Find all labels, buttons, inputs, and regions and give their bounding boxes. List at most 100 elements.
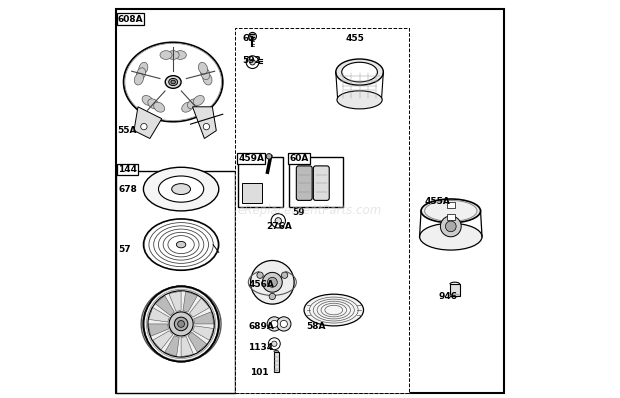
- Text: 608A: 608A: [118, 15, 143, 23]
- Polygon shape: [190, 298, 210, 317]
- Ellipse shape: [337, 91, 382, 109]
- Bar: [289, 157, 342, 207]
- Text: 57: 57: [118, 245, 131, 254]
- Circle shape: [280, 320, 288, 328]
- Ellipse shape: [304, 294, 363, 326]
- Circle shape: [445, 221, 456, 232]
- Text: 459A: 459A: [238, 154, 264, 163]
- Ellipse shape: [167, 51, 179, 59]
- Ellipse shape: [139, 62, 148, 74]
- Polygon shape: [183, 291, 198, 312]
- Ellipse shape: [174, 51, 187, 59]
- Ellipse shape: [201, 68, 210, 80]
- Circle shape: [268, 338, 280, 350]
- Circle shape: [178, 320, 185, 327]
- Ellipse shape: [420, 223, 482, 250]
- Circle shape: [143, 286, 219, 362]
- Text: 456A: 456A: [249, 280, 275, 289]
- Bar: [242, 183, 262, 203]
- Ellipse shape: [171, 80, 175, 84]
- Polygon shape: [153, 331, 173, 350]
- Ellipse shape: [136, 68, 146, 80]
- Ellipse shape: [125, 43, 221, 121]
- Text: 1134: 1134: [249, 343, 273, 351]
- Bar: [238, 157, 283, 207]
- Ellipse shape: [166, 76, 181, 88]
- Circle shape: [257, 272, 264, 278]
- Ellipse shape: [159, 176, 204, 202]
- Ellipse shape: [177, 242, 186, 248]
- Text: 59: 59: [292, 208, 305, 217]
- Text: 455A: 455A: [425, 197, 451, 206]
- Ellipse shape: [135, 73, 143, 85]
- Text: 592: 592: [242, 56, 260, 65]
- Circle shape: [271, 214, 285, 228]
- Circle shape: [271, 320, 278, 328]
- Circle shape: [266, 154, 272, 159]
- Bar: [447, 214, 454, 220]
- Ellipse shape: [193, 96, 204, 105]
- Polygon shape: [192, 107, 216, 139]
- Circle shape: [277, 317, 291, 331]
- Circle shape: [267, 317, 281, 331]
- Circle shape: [146, 289, 216, 359]
- Ellipse shape: [123, 42, 223, 122]
- Circle shape: [174, 317, 188, 331]
- Bar: [116, 171, 234, 393]
- Polygon shape: [134, 107, 162, 139]
- Ellipse shape: [198, 62, 208, 74]
- Polygon shape: [193, 312, 214, 324]
- Circle shape: [246, 56, 259, 68]
- Circle shape: [250, 59, 255, 65]
- Ellipse shape: [425, 201, 477, 221]
- Text: 60A: 60A: [290, 154, 309, 163]
- Ellipse shape: [250, 260, 294, 304]
- Ellipse shape: [342, 62, 378, 82]
- Polygon shape: [165, 336, 179, 356]
- Ellipse shape: [143, 167, 219, 211]
- Circle shape: [249, 32, 257, 40]
- Polygon shape: [149, 308, 169, 322]
- Polygon shape: [181, 336, 193, 357]
- Text: 101: 101: [250, 368, 268, 377]
- Circle shape: [272, 341, 277, 346]
- Ellipse shape: [336, 59, 383, 85]
- Circle shape: [169, 312, 193, 336]
- Text: 678: 678: [118, 185, 137, 194]
- Bar: [274, 352, 278, 371]
- Polygon shape: [148, 324, 169, 336]
- Circle shape: [269, 293, 275, 300]
- Circle shape: [275, 218, 281, 224]
- Bar: [234, 29, 409, 393]
- Ellipse shape: [182, 102, 193, 112]
- Ellipse shape: [148, 99, 159, 109]
- Polygon shape: [155, 296, 174, 316]
- Text: 946: 946: [439, 292, 458, 301]
- Polygon shape: [193, 326, 213, 340]
- Text: 276A: 276A: [267, 222, 292, 230]
- Ellipse shape: [172, 183, 190, 195]
- Ellipse shape: [169, 78, 178, 86]
- Ellipse shape: [421, 199, 480, 223]
- FancyBboxPatch shape: [296, 166, 312, 200]
- FancyBboxPatch shape: [313, 166, 329, 200]
- Text: 455: 455: [346, 34, 365, 43]
- Text: 65: 65: [242, 34, 255, 43]
- Ellipse shape: [203, 73, 212, 85]
- Text: eReplacementParts.com: eReplacementParts.com: [238, 205, 382, 217]
- Circle shape: [141, 123, 147, 130]
- Polygon shape: [188, 332, 207, 352]
- Text: 689A: 689A: [249, 322, 275, 331]
- Polygon shape: [169, 291, 181, 311]
- Bar: [447, 202, 454, 208]
- Ellipse shape: [142, 96, 153, 105]
- Ellipse shape: [127, 46, 219, 118]
- Ellipse shape: [262, 272, 282, 292]
- Ellipse shape: [187, 99, 198, 109]
- Circle shape: [440, 216, 461, 237]
- Text: 58A: 58A: [306, 322, 326, 331]
- Circle shape: [281, 272, 288, 278]
- Ellipse shape: [160, 51, 172, 59]
- Circle shape: [203, 123, 210, 130]
- Bar: [450, 284, 459, 296]
